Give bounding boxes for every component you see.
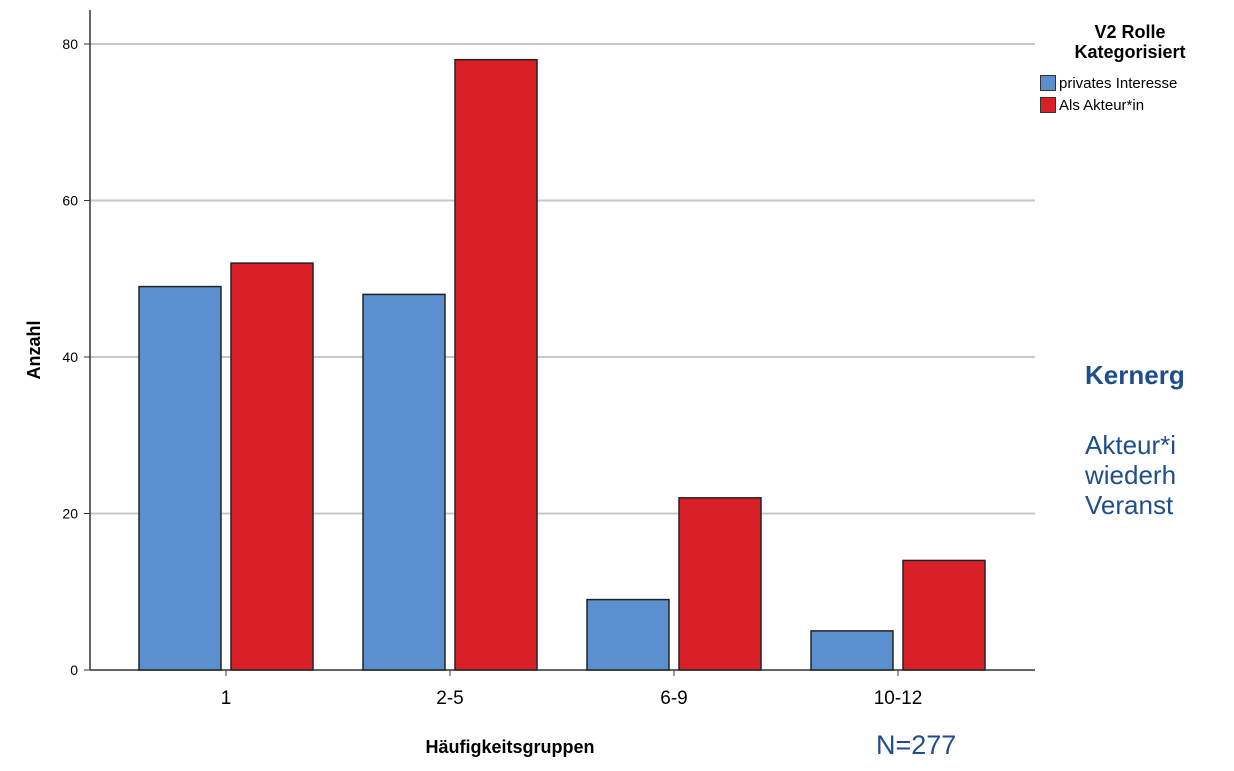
y-tick-label: 80 xyxy=(62,36,78,52)
legend-title-line1: V2 Rolle xyxy=(1094,22,1166,42)
side-line: Akteur*i xyxy=(1085,430,1177,460)
side-line: Veranst xyxy=(1085,490,1174,520)
y-tick-label: 40 xyxy=(62,349,78,365)
bar-als-akteur-1 xyxy=(230,262,314,671)
bar-als-akteur-6-9 xyxy=(678,497,762,671)
legend-swatch-blue xyxy=(1040,75,1056,91)
x-tick-label: 10-12 xyxy=(874,688,923,709)
legend-item-als-akteur: Als Akteur*in xyxy=(1040,94,1234,116)
legend-label: Als Akteur*in xyxy=(1059,96,1145,114)
bar-privates-interesse-6-9 xyxy=(586,598,670,671)
bar-privates-interesse-2-5 xyxy=(362,293,446,671)
x-tick-label: 2-5 xyxy=(436,688,463,709)
legend-item-privates-interesse: privates Interesse xyxy=(1040,72,1234,94)
side-heading: Kernerg xyxy=(1085,360,1185,390)
bars xyxy=(138,58,986,671)
x-tick-label: 6-9 xyxy=(660,688,687,709)
legend: V2 Rolle Kategorisiert privates Interess… xyxy=(1030,22,1234,116)
legend-swatch-red xyxy=(1040,97,1056,113)
y-tick-label: 20 xyxy=(62,506,78,522)
bar-privates-interesse-1 xyxy=(138,285,222,671)
sample-size-label: N=277 xyxy=(876,730,957,760)
legend-title-line2: Kategorisiert xyxy=(1074,42,1186,62)
axes xyxy=(84,10,1035,676)
legend-label: privates Interesse xyxy=(1059,74,1178,92)
bar-privates-interesse-10-12 xyxy=(810,630,894,671)
y-tick-label: 0 xyxy=(70,662,78,678)
tick-labels: 0 20 40 60 80 1 2-5 6-9 10-12 xyxy=(62,36,922,709)
x-tick-label: 1 xyxy=(221,688,232,709)
y-tick-label: 60 xyxy=(62,193,78,209)
side-body: Akteur*i wiederh Veranst xyxy=(1085,430,1176,520)
bar-als-akteur-10-12 xyxy=(902,559,986,671)
side-line: wiederh xyxy=(1085,460,1177,490)
y-axis-label: Anzahl xyxy=(24,320,44,380)
x-axis-label: Häufigkeitsgruppen xyxy=(425,737,595,757)
legend-title: V2 Rolle Kategorisiert xyxy=(1030,22,1230,62)
bar-als-akteur-2-5 xyxy=(454,58,538,671)
